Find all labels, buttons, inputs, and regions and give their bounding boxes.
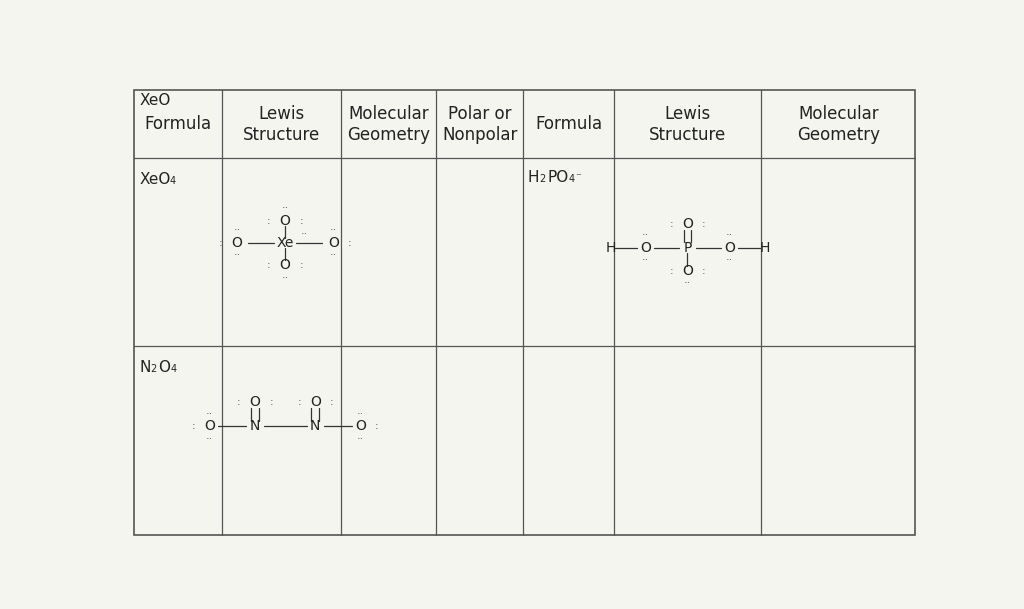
Text: :: : (701, 266, 706, 276)
Text: ··: ·· (357, 409, 365, 419)
Text: ··: ·· (233, 250, 241, 260)
Text: :: : (299, 260, 303, 270)
Text: P: P (683, 241, 691, 255)
Text: O: O (250, 395, 260, 409)
Text: N: N (139, 360, 151, 375)
Text: O: O (682, 217, 693, 231)
Text: :: : (191, 421, 196, 431)
Text: ··: ·· (642, 255, 649, 265)
Text: 2: 2 (539, 174, 546, 184)
Text: :: : (219, 238, 222, 248)
Text: Molecular
Geometry: Molecular Geometry (797, 105, 880, 144)
Text: 4: 4 (568, 174, 574, 184)
Text: Lewis
Structure: Lewis Structure (243, 105, 319, 144)
Text: Lewis
Structure: Lewis Structure (649, 105, 726, 144)
Text: ··: ·· (282, 203, 289, 213)
Text: :: : (701, 219, 706, 230)
Text: ··: ·· (206, 409, 213, 419)
Text: :: : (267, 216, 270, 225)
Text: O: O (158, 360, 170, 375)
Text: H: H (605, 241, 615, 255)
Text: O: O (280, 214, 291, 228)
Text: H: H (759, 241, 770, 255)
Text: :: : (330, 397, 333, 407)
Text: ··: ·· (642, 230, 649, 240)
Text: N: N (310, 420, 321, 434)
Text: ··: ·· (726, 255, 733, 265)
Text: 4: 4 (171, 364, 177, 374)
Text: O: O (205, 420, 215, 434)
Text: Formula: Formula (535, 116, 602, 133)
Text: O: O (724, 241, 735, 255)
Text: ⁻: ⁻ (575, 172, 582, 182)
Text: Formula: Formula (144, 116, 212, 133)
Text: O: O (328, 236, 339, 250)
Text: :: : (670, 266, 673, 276)
Text: Polar or
Nonpolar: Polar or Nonpolar (442, 105, 517, 144)
Text: N: N (250, 420, 260, 434)
Text: O: O (682, 264, 693, 278)
Text: ··: ·· (357, 434, 365, 444)
Text: :: : (375, 421, 379, 431)
Text: ··: ·· (330, 225, 337, 235)
Text: O: O (640, 241, 650, 255)
Text: O: O (231, 236, 243, 250)
Text: XeO: XeO (139, 93, 170, 108)
Text: :: : (269, 397, 272, 407)
Text: ··: ·· (684, 278, 691, 288)
Text: Xe: Xe (276, 236, 294, 250)
Text: ··: ·· (726, 230, 733, 240)
Text: 2: 2 (151, 364, 157, 374)
Text: :: : (670, 219, 673, 230)
Text: ··: ·· (233, 225, 241, 235)
Text: XeO: XeO (139, 172, 170, 188)
Text: Molecular
Geometry: Molecular Geometry (347, 105, 430, 144)
Text: PO: PO (547, 170, 568, 185)
Text: ··: ·· (301, 228, 308, 239)
Text: O: O (355, 420, 366, 434)
Text: ··: ·· (282, 273, 289, 283)
Text: O: O (280, 258, 291, 272)
Text: O: O (310, 395, 321, 409)
Text: 4: 4 (169, 176, 175, 186)
Text: ··: ·· (330, 250, 337, 260)
Text: :: : (297, 397, 301, 407)
Text: :: : (348, 238, 351, 248)
Text: ··: ·· (206, 434, 213, 444)
Text: :: : (267, 260, 270, 270)
Text: :: : (238, 397, 241, 407)
Text: H: H (528, 170, 540, 185)
Text: :: : (299, 216, 303, 225)
